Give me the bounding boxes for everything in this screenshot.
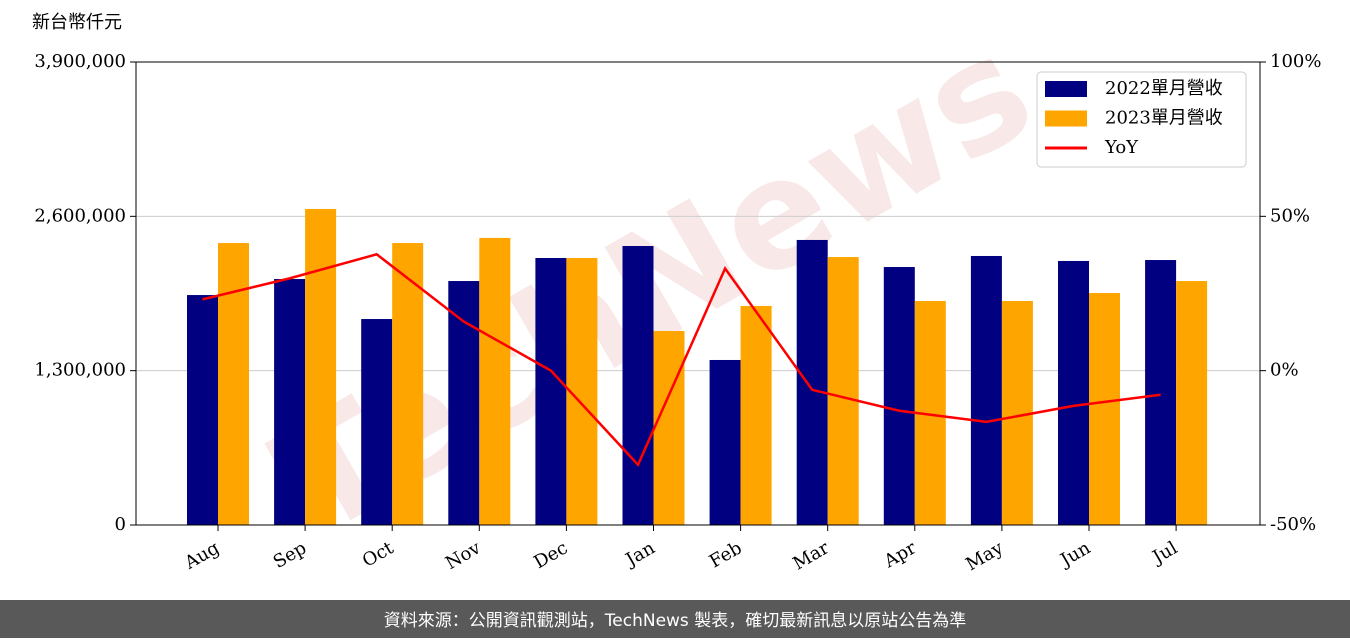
- source-note: 資料來源：公開資訊觀測站，TechNews 製表，確切最新訊息以原站公告為準: [384, 611, 966, 631]
- bar: [535, 258, 567, 525]
- bar: [274, 279, 306, 525]
- x-tick-label: Jul: [1148, 537, 1182, 569]
- bar: [1058, 260, 1089, 525]
- bar: [740, 305, 772, 525]
- bar: [796, 239, 828, 526]
- x-tick-label: Feb: [706, 537, 746, 572]
- bar: [305, 208, 337, 525]
- y-axis-label: 新台幣仟元: [32, 12, 122, 33]
- y2-tick-label: -50%: [1270, 514, 1316, 535]
- y2-tick-label: 50%: [1270, 205, 1310, 226]
- footer: [0, 600, 1350, 638]
- y-tick-label: 1,300,000: [34, 360, 126, 381]
- y2-tick-label: 0%: [1270, 360, 1299, 381]
- bar: [187, 295, 218, 525]
- legend-label: 2023單月營收: [1105, 108, 1223, 129]
- bar: [970, 255, 1002, 526]
- x-tick-label: Jun: [1055, 537, 1094, 572]
- x-tick-label: Sep: [270, 537, 310, 572]
- bar: [883, 267, 915, 525]
- bar: [622, 246, 654, 525]
- bar: [653, 331, 685, 525]
- bar: [361, 319, 393, 525]
- bar: [479, 237, 511, 525]
- x-tick-label: Nov: [442, 537, 485, 574]
- x-tick-label: May: [962, 537, 1007, 575]
- y2-tick-label: 100%: [1270, 51, 1321, 72]
- x-tick-label: Mar: [789, 537, 833, 574]
- legend-swatch: [1045, 110, 1087, 127]
- bar: [1089, 293, 1120, 525]
- legend-swatch: [1045, 81, 1087, 97]
- bar: [1145, 260, 1177, 525]
- legend-box: [1036, 71, 1247, 168]
- bar: [448, 281, 480, 525]
- x-tick-label: Jan: [621, 537, 659, 571]
- legend-label: 2022單月營收: [1105, 78, 1223, 99]
- x-tick-label: Apr: [880, 537, 920, 572]
- y-tick-label: 0: [115, 514, 126, 535]
- bar: [218, 243, 249, 526]
- legend-label: YoY: [1104, 137, 1139, 158]
- y-tick-label: 3,900,000: [34, 51, 126, 72]
- bar: [827, 257, 859, 525]
- bar: [1001, 300, 1033, 525]
- bar: [709, 359, 741, 525]
- bar: [392, 243, 424, 526]
- line-series: [202, 252, 1161, 468]
- x-tick-label: Aug: [180, 537, 223, 574]
- bar: [1176, 281, 1208, 525]
- x-tick-label: Dec: [530, 537, 571, 573]
- y-tick-label: 2,600,000: [34, 205, 126, 226]
